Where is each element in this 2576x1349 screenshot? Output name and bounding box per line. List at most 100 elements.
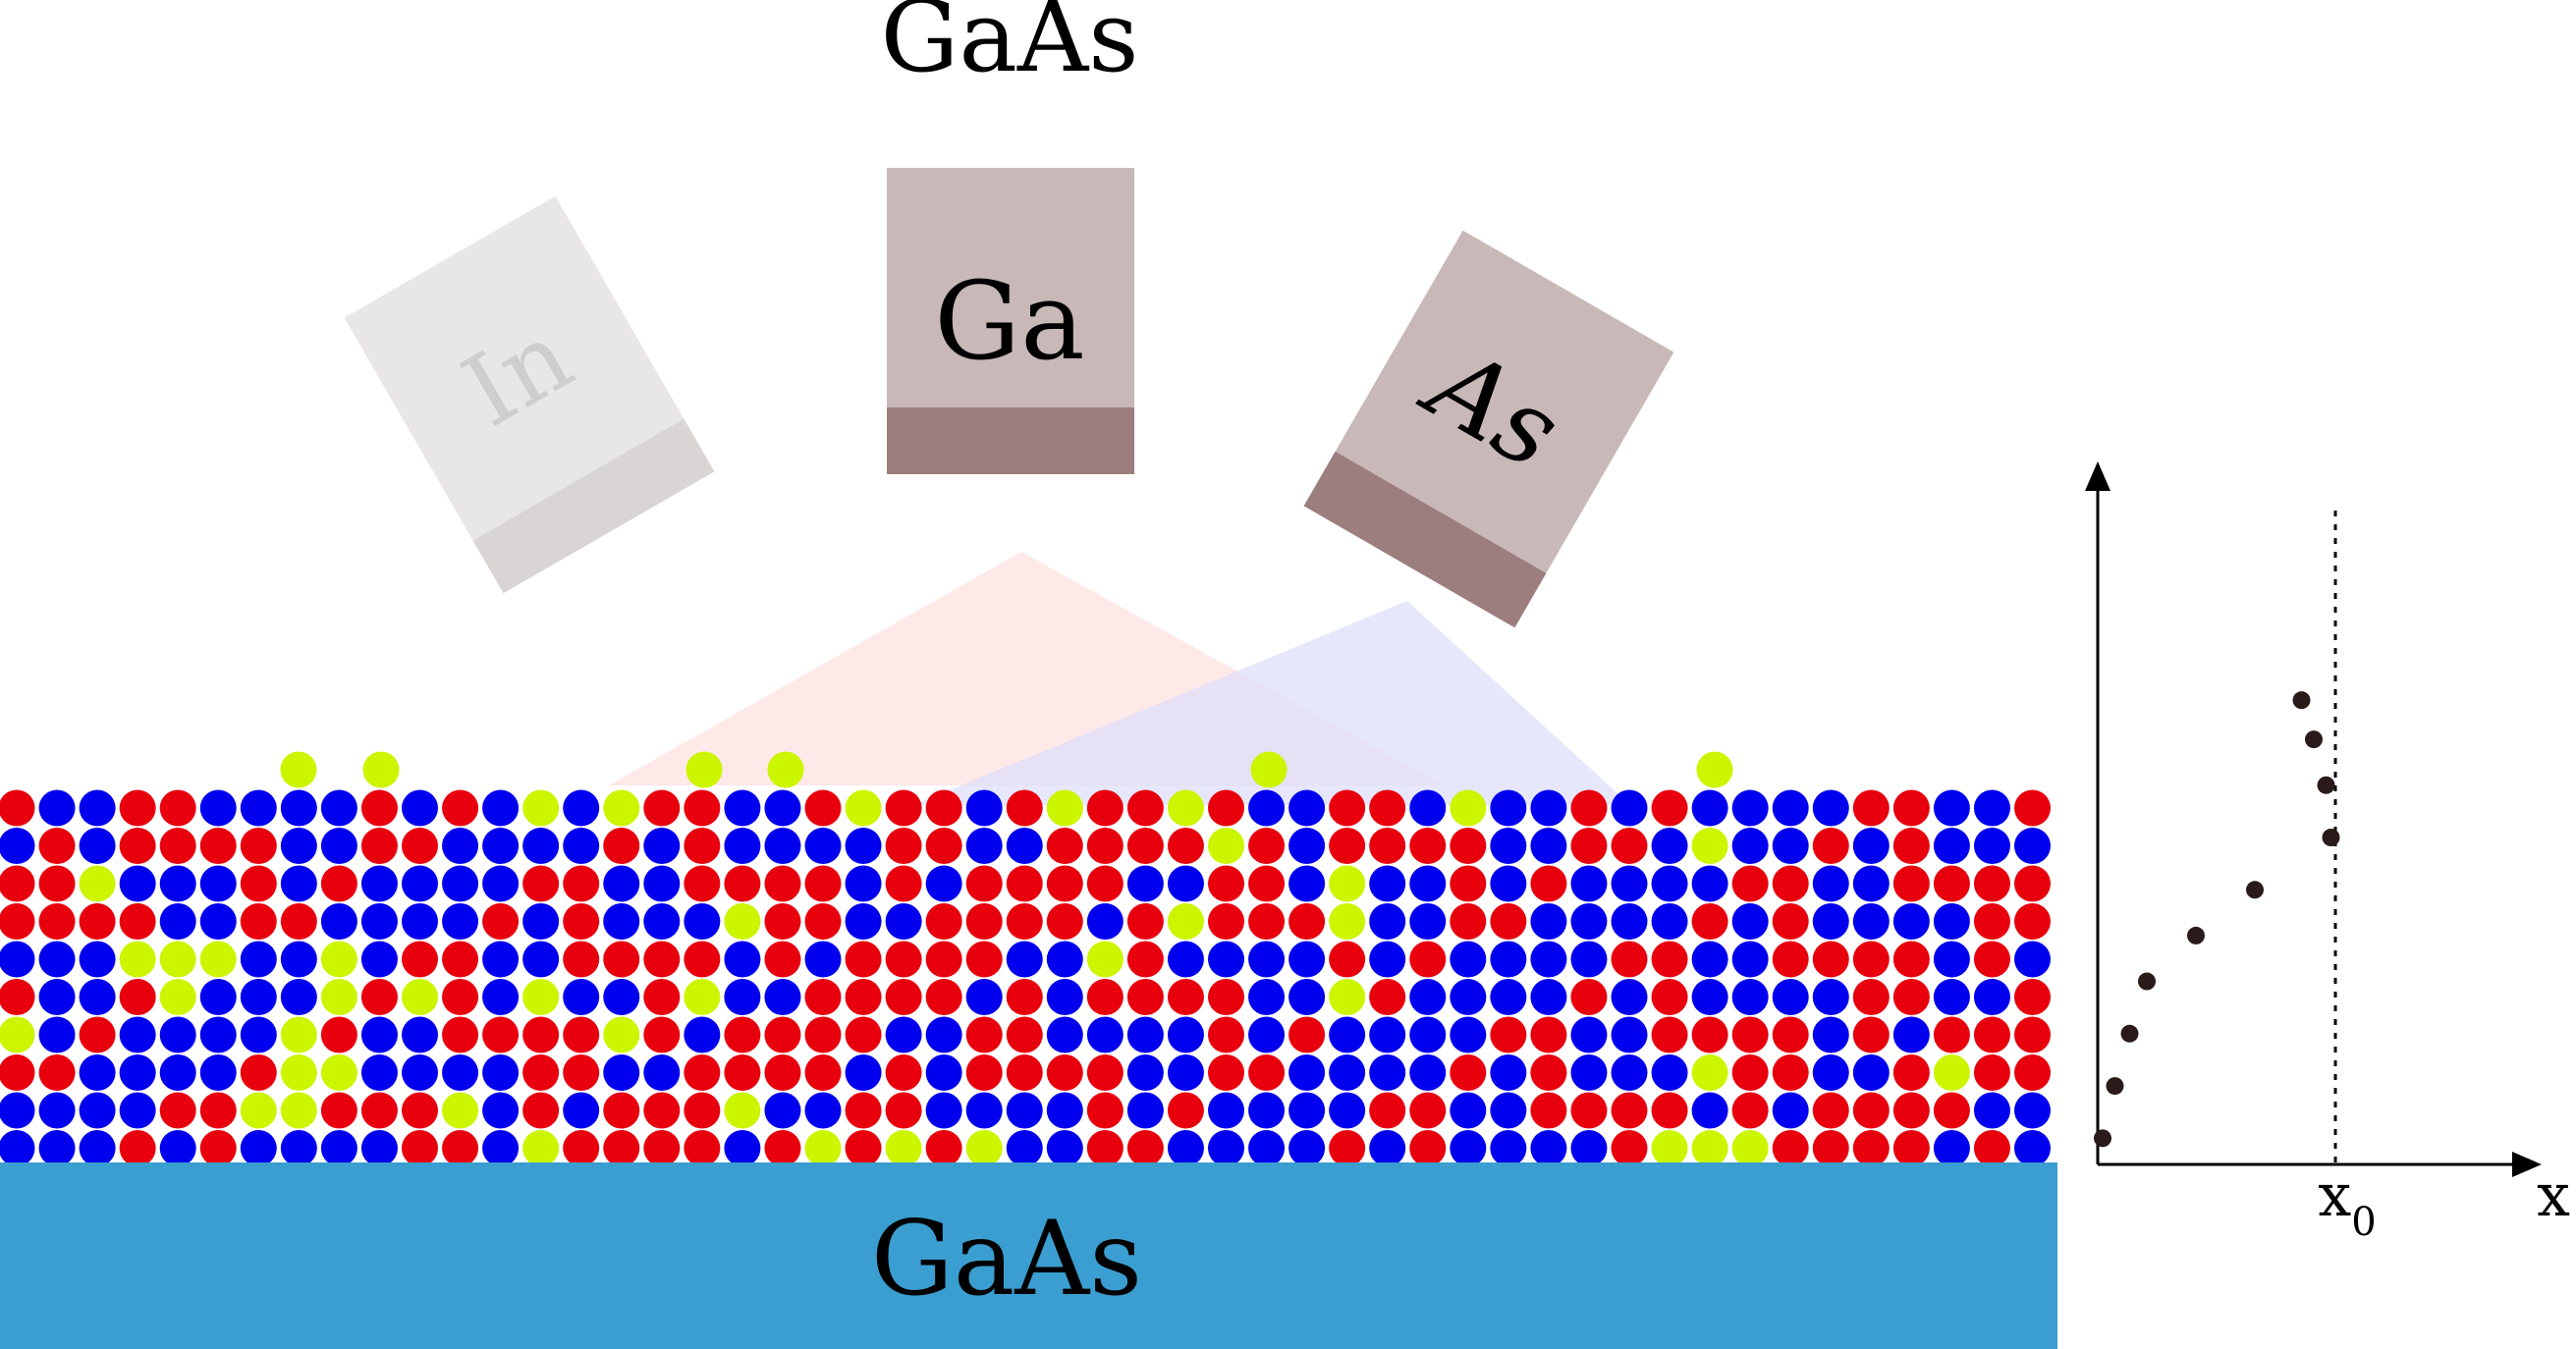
lattice-atom <box>38 828 76 864</box>
lattice-atom <box>1490 903 1527 940</box>
lattice-atom <box>724 1092 761 1129</box>
lattice-atom <box>1651 828 1688 864</box>
lattice-atom <box>1126 1054 1164 1091</box>
substrate-block <box>0 1162 2057 1349</box>
lattice-atom <box>925 828 962 864</box>
plot-point <box>2317 776 2335 794</box>
lattice-atom <box>1167 789 1204 827</box>
lattice-atom <box>684 1016 721 1053</box>
lattice-atom <box>603 941 640 978</box>
lattice-atom <box>1450 789 1487 827</box>
lattice-atom <box>199 789 237 827</box>
lattice-atom <box>1731 865 1769 902</box>
lattice-atom <box>764 903 801 940</box>
lattice-atom <box>845 903 882 940</box>
lattice-atom <box>1167 1016 1204 1053</box>
lattice-atom <box>563 941 600 978</box>
lattice-atom <box>79 865 116 902</box>
lattice-atom <box>925 903 962 940</box>
lattice-atom <box>1973 903 2010 940</box>
lattice-atom <box>1570 903 1608 940</box>
lattice-atom <box>1086 1092 1124 1129</box>
lattice-atom <box>1167 903 1204 940</box>
lattice-atom <box>603 789 640 827</box>
lattice-atom <box>925 979 962 1015</box>
lattice-atom <box>684 1054 721 1091</box>
lattice-atom <box>1046 865 1083 902</box>
lattice-atom <box>280 789 317 827</box>
lattice-atom <box>1530 1054 1567 1091</box>
lattice-atom <box>804 979 842 1015</box>
lattice-atom <box>1611 1016 1648 1053</box>
lattice-atom <box>1892 1054 1930 1091</box>
lattice-atom <box>2014 1092 2051 1129</box>
ga-cell-shutter <box>887 407 1134 474</box>
lattice-atom <box>684 789 721 827</box>
lattice-atom <box>360 828 398 864</box>
lattice-atom <box>199 941 237 978</box>
lattice-atom <box>1450 941 1487 978</box>
lattice-atom <box>1208 1092 1244 1129</box>
lattice-atom <box>1611 979 1648 1015</box>
lattice-atom <box>1369 941 1406 978</box>
lattice-atom <box>442 1092 479 1129</box>
lattice-atom <box>845 1016 882 1053</box>
lattice-atom <box>402 979 438 1015</box>
lattice-atom <box>1691 1092 1728 1129</box>
lattice-atom <box>1973 1016 2010 1053</box>
lattice-atom <box>1288 941 1326 978</box>
lattice-atom <box>522 1092 560 1129</box>
lattice-atom <box>1369 979 1406 1015</box>
lattice-atom <box>1812 979 1849 1015</box>
lattice-atom <box>1409 903 1447 940</box>
lattice-atom <box>724 941 761 978</box>
lattice-atom <box>360 1054 398 1091</box>
lattice-atom <box>1329 903 1366 940</box>
lattice-atom <box>724 1130 761 1166</box>
lattice-atom <box>1691 979 1728 1015</box>
substrate-label: GaAs <box>871 1199 1142 1319</box>
lattice-atom <box>119 865 156 902</box>
lattice-atom <box>1450 865 1487 902</box>
lattice-atom <box>1126 865 1164 902</box>
plot-point <box>2322 829 2340 846</box>
lattice-atom <box>1852 941 1890 978</box>
lattice-atom <box>0 941 35 978</box>
lattice-atom <box>159 1016 196 1053</box>
lattice-atom <box>1530 1130 1567 1166</box>
lattice-atom <box>442 903 479 940</box>
lattice-atom <box>119 789 156 827</box>
lattice-atom <box>1691 865 1728 902</box>
lattice-atom <box>1208 979 1244 1015</box>
lattice-atom <box>1691 1054 1728 1091</box>
lattice-atom <box>1046 941 1083 978</box>
lattice-atom <box>1570 941 1608 978</box>
lattice-atom <box>764 828 801 864</box>
lattice-atom <box>0 1130 35 1166</box>
lattice-atom <box>1611 865 1648 902</box>
lattice-atom <box>1369 789 1406 827</box>
lattice-atom <box>965 1016 1003 1053</box>
lattice-atom <box>1329 828 1366 864</box>
lattice-atom <box>119 1054 156 1091</box>
lattice-atom <box>1086 789 1124 827</box>
lattice-atom <box>79 979 116 1015</box>
lattice-atom <box>442 865 479 902</box>
lattice-atom <box>1248 1130 1286 1166</box>
lattice-atom <box>724 903 761 940</box>
lattice-atom <box>1570 979 1608 1015</box>
lattice-atom <box>199 1092 237 1129</box>
lattice-atom <box>1450 828 1487 864</box>
lattice-atom <box>1611 1092 1648 1129</box>
lattice-atom <box>684 941 721 978</box>
lattice-atom <box>1248 1092 1286 1129</box>
lattice-atom <box>79 828 116 864</box>
lattice-atom <box>1167 1130 1204 1166</box>
lattice-atom <box>1450 1092 1487 1129</box>
lattice-atom <box>684 1130 721 1166</box>
lattice-atom <box>199 865 237 902</box>
lattice-atom <box>1086 1054 1124 1091</box>
lattice-atom <box>1973 865 2010 902</box>
lattice-atom <box>845 1130 882 1166</box>
lattice-atom <box>1248 1016 1286 1053</box>
